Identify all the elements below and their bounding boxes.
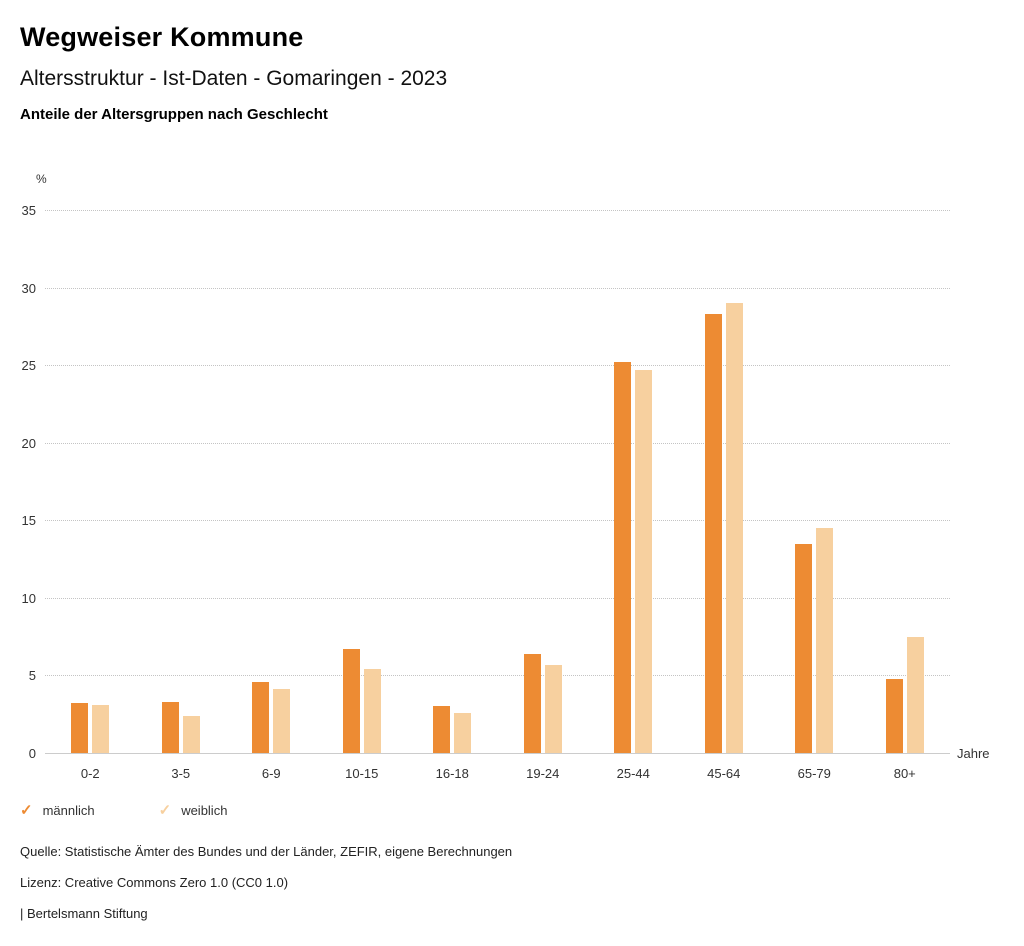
brand-title: Wegweiser Kommune (20, 22, 304, 52)
legend-item-weiblich[interactable]: ✓ weiblich (159, 803, 228, 818)
chart-subtitle: Anteile der Altersgruppen nach Geschlech… (20, 106, 328, 123)
legend-label: weiblich (181, 803, 228, 818)
footer-source: Quelle: Statistische Ämter des Bundes un… (20, 844, 513, 859)
bar-group-80+ (885, 210, 924, 753)
legend-check-icon: ✓ (158, 802, 172, 819)
bar-weiblich-10-15[interactable] (363, 669, 381, 753)
bar-männlich-0-2[interactable] (71, 703, 89, 753)
bar-group-16-18 (433, 210, 472, 753)
footer-license: Lizenz: Creative Commons Zero 1.0 (CC0 1… (20, 875, 289, 890)
legend-check-icon: ✓ (20, 802, 33, 819)
bar-weiblich-25-44[interactable] (635, 369, 653, 753)
bar-weiblich-3-5[interactable] (182, 715, 200, 753)
y-tick-label-20: 20 (21, 435, 36, 451)
bar-männlich-3-5[interactable] (161, 701, 179, 753)
bar-weiblich-6-9[interactable] (273, 689, 291, 753)
x-tick-label-19-24: 19-24 (526, 766, 560, 781)
x-tick-label-3-5: 3-5 (171, 766, 191, 781)
chart-title: Altersstruktur - Ist-Daten - Gomaringen … (20, 67, 448, 90)
bar-männlich-25-44[interactable] (614, 362, 632, 753)
plot-area (45, 210, 950, 753)
bar-weiblich-16-18[interactable] (454, 712, 472, 753)
bar-männlich-10-15[interactable] (342, 649, 360, 753)
y-tick-label-5: 5 (28, 668, 36, 684)
bar-weiblich-65-79[interactable] (816, 528, 834, 753)
bar-männlich-65-79[interactable] (795, 543, 813, 753)
x-tick-label-6-9: 6-9 (261, 766, 281, 781)
x-tick-label-16-18: 16-18 (435, 766, 469, 781)
bar-group-10-15 (342, 210, 381, 753)
y-axis: 0 5 10 15 20 25 30 35 (0, 203, 36, 761)
bar-weiblich-80+[interactable] (906, 636, 924, 753)
x-tick-label-25-44: 25-44 (616, 766, 650, 781)
x-tick-label-80+: 80+ (893, 766, 916, 781)
bar-group-45-64 (704, 210, 743, 753)
bar-männlich-80+[interactable] (885, 678, 903, 753)
y-axis-unit-label: % (36, 172, 47, 186)
bar-männlich-6-9[interactable] (252, 681, 270, 753)
chart-legend: ✓ männlich ✓ weiblich (20, 803, 227, 818)
bar-group-3-5 (161, 210, 200, 753)
bar-weiblich-45-64[interactable] (725, 303, 743, 753)
y-tick-label-10: 10 (21, 590, 36, 606)
x-tick-label-10-15: 10-15 (345, 766, 379, 781)
x-axis-unit-label: Jahre (957, 746, 990, 761)
bar-group-0-2 (71, 210, 110, 753)
bar-männlich-19-24[interactable] (523, 653, 541, 753)
x-tick-label-45-64: 45-64 (707, 766, 741, 781)
bar-group-25-44 (614, 210, 653, 753)
legend-label: männlich (42, 803, 95, 818)
bar-weiblich-19-24[interactable] (544, 664, 562, 753)
y-tick-label-30: 30 (21, 280, 36, 296)
legend-item-männlich[interactable]: ✓ männlich (20, 803, 95, 818)
x-axis: 0-2 3-5 6-9 10-15 16-18 19-24 25-44 45-64 65-79 8… (45, 766, 950, 781)
gridline-0 (45, 753, 950, 754)
footer-attribution: | Bertelsmann Stiftung (20, 906, 148, 921)
y-tick-label-0: 0 (28, 746, 36, 761)
bar-group-19-24 (523, 210, 562, 753)
bar-weiblich-0-2[interactable] (92, 704, 110, 753)
x-tick-label-65-79: 65-79 (797, 766, 831, 781)
bar-männlich-16-18[interactable] (433, 706, 451, 753)
bar-männlich-45-64[interactable] (704, 313, 722, 753)
bar-group-65-79 (795, 210, 834, 753)
y-tick-label-35: 35 (21, 203, 36, 218)
y-tick-label-25: 25 (21, 358, 36, 374)
x-tick-label-0-2: 0-2 (80, 766, 100, 781)
bar-group-6-9 (252, 210, 291, 753)
y-tick-label-15: 15 (21, 513, 36, 529)
